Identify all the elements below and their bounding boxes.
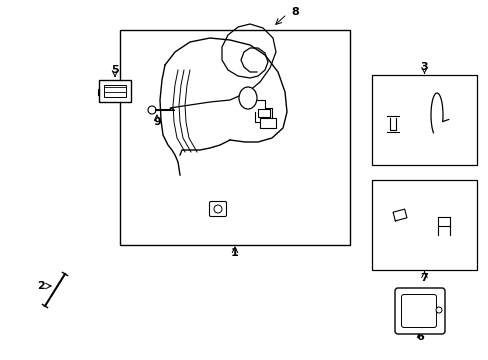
Circle shape (435, 307, 441, 313)
Text: 5: 5 (111, 65, 119, 75)
FancyBboxPatch shape (209, 202, 226, 216)
Text: 4: 4 (389, 148, 397, 158)
Ellipse shape (239, 87, 257, 109)
Text: 7: 7 (420, 273, 427, 283)
Bar (99, 80, 131, 102)
Text: 1: 1 (231, 248, 238, 258)
Circle shape (148, 106, 156, 114)
FancyBboxPatch shape (401, 294, 436, 328)
Text: 6: 6 (415, 332, 423, 342)
Bar (260, 118, 275, 128)
Text: 9: 9 (153, 117, 161, 127)
Bar (104, 85, 126, 97)
Bar (371, 75, 476, 165)
Bar (371, 180, 476, 270)
FancyBboxPatch shape (394, 288, 444, 334)
Circle shape (214, 205, 222, 213)
Text: 3: 3 (420, 62, 427, 72)
Text: 8: 8 (290, 7, 298, 17)
Bar (120, 30, 349, 245)
Text: 2: 2 (37, 281, 45, 291)
Bar (258, 109, 269, 117)
